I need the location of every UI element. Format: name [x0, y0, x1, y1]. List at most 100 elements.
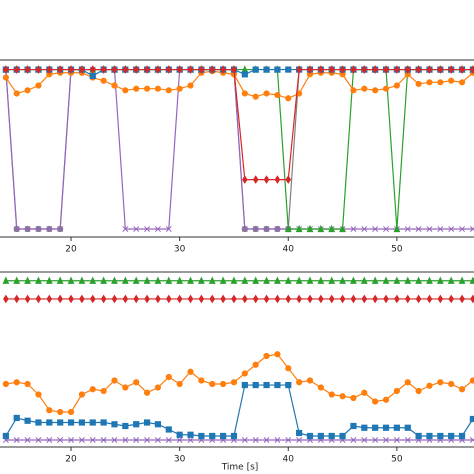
marker	[89, 65, 96, 74]
marker	[100, 77, 107, 84]
marker	[2, 380, 9, 388]
marker	[252, 381, 259, 389]
marker	[111, 82, 118, 89]
marker	[219, 380, 227, 388]
marker	[274, 437, 281, 443]
marker	[111, 294, 118, 304]
marker	[436, 276, 444, 284]
marker	[404, 65, 411, 74]
marker	[415, 294, 422, 304]
marker	[2, 432, 9, 440]
marker	[459, 65, 465, 74]
marker	[372, 424, 379, 431]
marker	[296, 65, 302, 74]
marker	[13, 437, 20, 443]
marker	[263, 226, 270, 232]
marker	[187, 65, 194, 74]
marker	[274, 226, 281, 232]
marker	[361, 294, 368, 304]
marker	[274, 276, 281, 284]
marker	[154, 85, 162, 92]
marker	[415, 276, 422, 284]
marker	[46, 65, 53, 74]
marker	[219, 432, 227, 440]
marker	[165, 65, 172, 74]
marker	[469, 276, 474, 284]
marker	[3, 294, 9, 304]
marker	[176, 85, 183, 92]
marker	[339, 393, 346, 400]
marker	[45, 276, 53, 284]
marker	[176, 380, 183, 388]
marker	[437, 294, 444, 304]
marker	[165, 437, 172, 443]
marker	[306, 224, 314, 233]
marker	[57, 419, 64, 426]
marker	[89, 276, 97, 284]
marker	[155, 65, 161, 74]
marker	[231, 294, 237, 304]
marker	[24, 87, 31, 94]
marker	[285, 437, 292, 443]
marker	[89, 72, 96, 80]
marker	[46, 437, 53, 443]
marker	[285, 66, 292, 73]
marker	[469, 226, 474, 232]
marker	[470, 294, 474, 304]
marker	[437, 226, 444, 232]
x-tick-label: 20	[65, 245, 77, 255]
marker	[252, 294, 259, 304]
marker	[241, 90, 248, 97]
marker	[122, 294, 129, 304]
marker	[394, 294, 400, 304]
marker	[35, 82, 42, 89]
marker	[328, 391, 335, 398]
marker	[220, 65, 226, 74]
marker	[393, 437, 400, 443]
marker	[143, 276, 151, 284]
marker	[111, 65, 118, 74]
marker	[350, 226, 357, 232]
marker	[263, 90, 270, 97]
marker	[252, 175, 259, 184]
marker	[404, 226, 411, 232]
marker	[187, 276, 194, 284]
marker	[448, 432, 455, 440]
marker	[46, 226, 53, 232]
marker	[198, 377, 205, 384]
marker	[382, 396, 390, 403]
marker	[187, 368, 194, 375]
marker	[35, 294, 42, 304]
marker	[328, 294, 335, 304]
marker	[2, 74, 9, 81]
marker	[285, 95, 292, 102]
marker	[111, 377, 118, 384]
marker	[122, 226, 129, 232]
series-line	[5, 70, 474, 99]
marker	[458, 386, 466, 393]
marker	[165, 226, 172, 232]
marker	[176, 276, 184, 284]
marker	[383, 226, 389, 232]
marker	[241, 226, 248, 232]
marker	[252, 226, 259, 232]
marker	[306, 276, 314, 284]
marker	[242, 175, 248, 184]
x-axis-label: Time [s]	[221, 463, 259, 473]
marker	[361, 437, 368, 443]
marker	[382, 276, 390, 284]
marker	[285, 381, 292, 389]
marker	[187, 437, 194, 443]
marker	[415, 387, 422, 395]
marker	[187, 294, 194, 304]
marker	[122, 384, 129, 391]
marker	[57, 226, 64, 232]
marker	[328, 65, 335, 74]
marker	[372, 226, 379, 232]
marker	[426, 294, 433, 304]
marker	[339, 432, 346, 440]
marker	[263, 381, 270, 389]
marker	[100, 65, 107, 74]
marker	[415, 80, 422, 88]
marker	[242, 294, 248, 304]
